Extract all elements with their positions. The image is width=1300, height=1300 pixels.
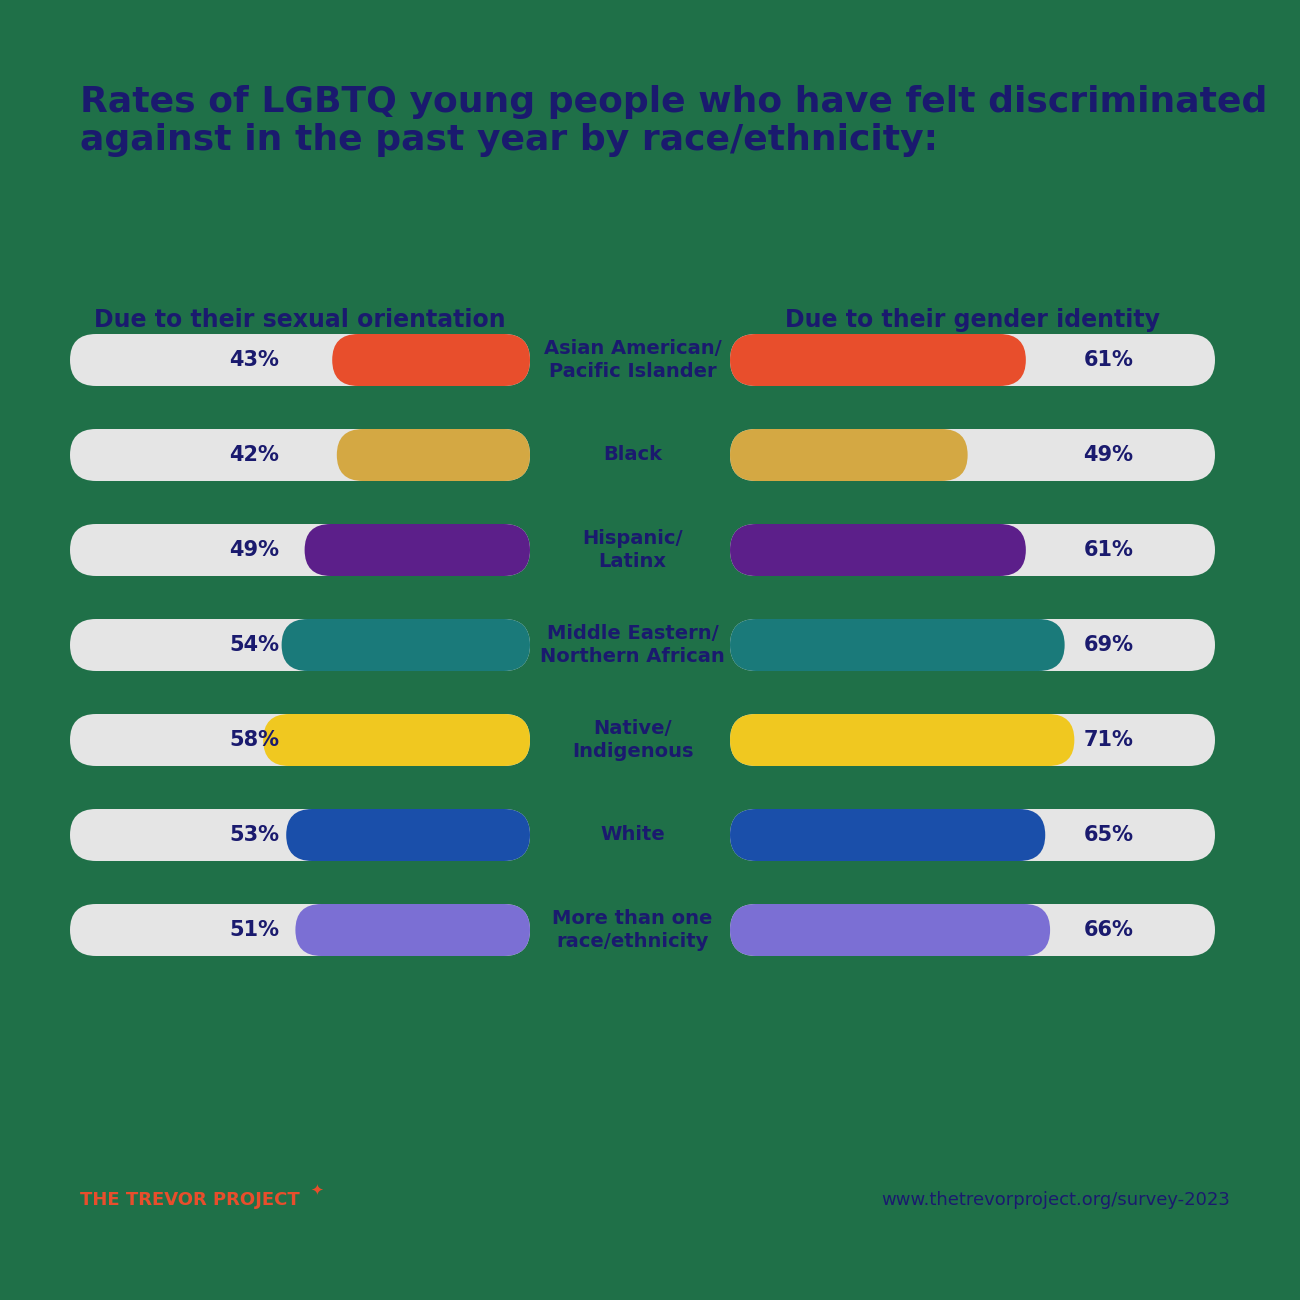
Text: More than one
race/ethnicity: More than one race/ethnicity [552,909,712,952]
Text: 49%: 49% [229,540,280,560]
FancyBboxPatch shape [70,524,530,576]
FancyBboxPatch shape [70,429,530,481]
Text: Middle Eastern/
Northern African: Middle Eastern/ Northern African [540,624,725,666]
Text: against in the past year by race/ethnicity:: against in the past year by race/ethnici… [81,124,939,157]
FancyBboxPatch shape [731,429,1216,481]
Text: 43%: 43% [229,350,280,370]
Text: 61%: 61% [1083,540,1134,560]
Text: Black: Black [603,446,662,464]
FancyBboxPatch shape [731,334,1026,386]
Text: THE TREVOR PROJECT: THE TREVOR PROJECT [81,1191,300,1209]
FancyBboxPatch shape [286,809,530,861]
Text: 49%: 49% [1083,445,1134,465]
Text: 53%: 53% [229,826,280,845]
FancyBboxPatch shape [70,714,530,766]
Text: www.thetrevorproject.org/survey-2023: www.thetrevorproject.org/survey-2023 [881,1191,1230,1209]
Text: 51%: 51% [229,920,280,940]
FancyBboxPatch shape [70,903,530,955]
FancyBboxPatch shape [295,903,530,955]
FancyBboxPatch shape [282,619,530,671]
FancyBboxPatch shape [731,619,1065,671]
Text: Due to their gender identity: Due to their gender identity [785,308,1160,332]
FancyBboxPatch shape [304,524,530,576]
Text: 42%: 42% [229,445,280,465]
Text: 65%: 65% [1083,826,1134,845]
Text: 71%: 71% [1083,731,1134,750]
Text: White: White [601,826,664,845]
FancyBboxPatch shape [70,334,530,386]
Text: Due to their sexual orientation: Due to their sexual orientation [94,308,506,332]
FancyBboxPatch shape [337,429,530,481]
FancyBboxPatch shape [70,619,530,671]
FancyBboxPatch shape [731,524,1216,576]
FancyBboxPatch shape [731,809,1045,861]
FancyBboxPatch shape [731,619,1216,671]
FancyBboxPatch shape [731,903,1050,955]
FancyBboxPatch shape [731,903,1216,955]
Text: 58%: 58% [229,731,280,750]
FancyBboxPatch shape [333,334,530,386]
Text: Native/
Indigenous: Native/ Indigenous [572,719,693,762]
FancyBboxPatch shape [731,714,1074,766]
Text: 69%: 69% [1083,634,1134,655]
Text: Rates of LGBTQ young people who have felt discriminated: Rates of LGBTQ young people who have fel… [81,84,1268,120]
FancyBboxPatch shape [731,524,1026,576]
FancyBboxPatch shape [731,334,1216,386]
Text: 54%: 54% [229,634,280,655]
FancyBboxPatch shape [70,809,530,861]
FancyBboxPatch shape [731,809,1216,861]
FancyBboxPatch shape [731,714,1216,766]
Text: ✦: ✦ [309,1183,322,1197]
Text: Asian American/
Pacific Islander: Asian American/ Pacific Islander [543,339,722,381]
FancyBboxPatch shape [263,714,530,766]
Text: Hispanic/
Latinx: Hispanic/ Latinx [582,529,682,571]
Text: 66%: 66% [1083,920,1134,940]
FancyBboxPatch shape [731,429,967,481]
Text: 61%: 61% [1083,350,1134,370]
